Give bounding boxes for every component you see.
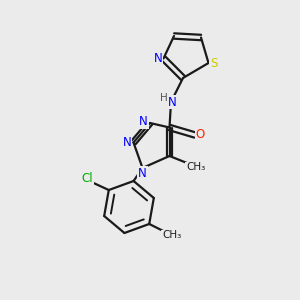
Text: Cl: Cl	[81, 172, 93, 185]
Text: CH₃: CH₃	[162, 230, 181, 240]
Text: N: N	[139, 115, 148, 128]
Text: O: O	[196, 128, 205, 142]
Text: H: H	[160, 93, 167, 103]
Text: N: N	[138, 167, 147, 180]
Text: S: S	[210, 57, 218, 70]
Text: N: N	[154, 52, 163, 65]
Text: N: N	[168, 95, 177, 109]
Text: N: N	[122, 136, 131, 149]
Text: CH₃: CH₃	[186, 162, 205, 172]
